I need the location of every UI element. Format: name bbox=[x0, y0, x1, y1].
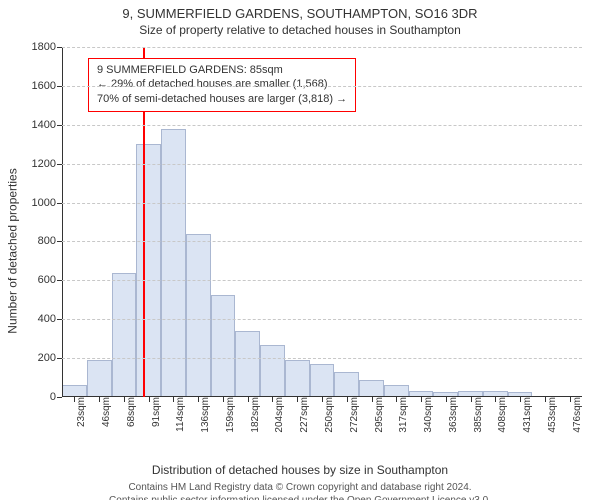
grid-line bbox=[62, 358, 582, 359]
plot-region: 9 SUMMERFIELD GARDENS: 85sqm ← 29% of de… bbox=[62, 47, 582, 397]
grid-line bbox=[62, 47, 582, 48]
ytick-label: 200 bbox=[38, 352, 62, 364]
xtick-label: 23sqm bbox=[70, 397, 87, 427]
grid-line bbox=[62, 125, 582, 126]
xtick-label: 317sqm bbox=[392, 397, 409, 433]
xtick-label: 159sqm bbox=[219, 397, 236, 433]
annotation-box: 9 SUMMERFIELD GARDENS: 85sqm ← 29% of de… bbox=[88, 58, 356, 113]
chart-subtitle: Size of property relative to detached ho… bbox=[0, 23, 600, 37]
xtick-label: 136sqm bbox=[194, 397, 211, 433]
histogram-bar bbox=[87, 360, 112, 397]
histogram-bar bbox=[161, 129, 186, 397]
xtick-label: 68sqm bbox=[120, 397, 137, 427]
grid-line bbox=[62, 319, 582, 320]
x-axis-label: Distribution of detached houses by size … bbox=[0, 463, 600, 477]
ytick-label: 1400 bbox=[32, 119, 62, 131]
annotation-line-3: 70% of semi-detached houses are larger (… bbox=[97, 92, 347, 107]
histogram-bar bbox=[359, 380, 384, 398]
histogram-bar bbox=[334, 372, 359, 397]
xtick-label: 476sqm bbox=[566, 397, 583, 433]
xtick-label: 182sqm bbox=[244, 397, 261, 433]
histogram-bar bbox=[310, 364, 335, 397]
grid-line bbox=[62, 86, 582, 87]
xtick-label: 431sqm bbox=[516, 397, 533, 433]
ytick-label: 1800 bbox=[32, 41, 62, 53]
grid-line bbox=[62, 241, 582, 242]
ytick-label: 600 bbox=[38, 274, 62, 286]
histogram-bar bbox=[186, 234, 211, 397]
xtick-label: 46sqm bbox=[95, 397, 112, 427]
xtick-label: 408sqm bbox=[491, 397, 508, 433]
annotation-line-2: ← 29% of detached houses are smaller (1,… bbox=[97, 77, 347, 92]
page-title: 9, SUMMERFIELD GARDENS, SOUTHAMPTON, SO1… bbox=[0, 6, 600, 21]
xtick-label: 250sqm bbox=[318, 397, 335, 433]
histogram-bar bbox=[235, 331, 260, 397]
histogram-bar bbox=[285, 360, 310, 397]
y-axis-label: Number of detached properties bbox=[5, 168, 19, 333]
xtick-label: 204sqm bbox=[268, 397, 285, 433]
histogram-bar bbox=[112, 273, 137, 397]
annotation-line-1: 9 SUMMERFIELD GARDENS: 85sqm bbox=[97, 63, 347, 78]
ytick-label: 0 bbox=[50, 391, 62, 403]
ytick-label: 1200 bbox=[32, 158, 62, 170]
footer-line-2: Contains public sector information licen… bbox=[0, 494, 600, 500]
xtick-label: 114sqm bbox=[169, 397, 186, 432]
xtick-label: 295sqm bbox=[368, 397, 385, 433]
histogram-bar bbox=[260, 345, 285, 397]
xtick-label: 272sqm bbox=[343, 397, 360, 433]
xtick-label: 340sqm bbox=[417, 397, 434, 433]
xtick-label: 91sqm bbox=[145, 397, 162, 427]
ytick-label: 1000 bbox=[32, 197, 62, 209]
ytick-label: 400 bbox=[38, 313, 62, 325]
xtick-label: 363sqm bbox=[442, 397, 459, 433]
grid-line bbox=[62, 280, 582, 281]
y-axis-line bbox=[62, 47, 63, 397]
xtick-label: 227sqm bbox=[293, 397, 310, 433]
ytick-label: 1600 bbox=[32, 80, 62, 92]
xtick-label: 453sqm bbox=[541, 397, 558, 433]
ytick-label: 800 bbox=[38, 235, 62, 247]
xtick-label: 385sqm bbox=[467, 397, 484, 433]
grid-line bbox=[62, 203, 582, 204]
histogram-bar bbox=[211, 295, 236, 397]
grid-line bbox=[62, 164, 582, 165]
footer-line-1: Contains HM Land Registry data © Crown c… bbox=[0, 481, 600, 494]
footer-attribution: Contains HM Land Registry data © Crown c… bbox=[0, 481, 600, 500]
chart-area: Number of detached properties 9 SUMMERFI… bbox=[0, 41, 600, 461]
